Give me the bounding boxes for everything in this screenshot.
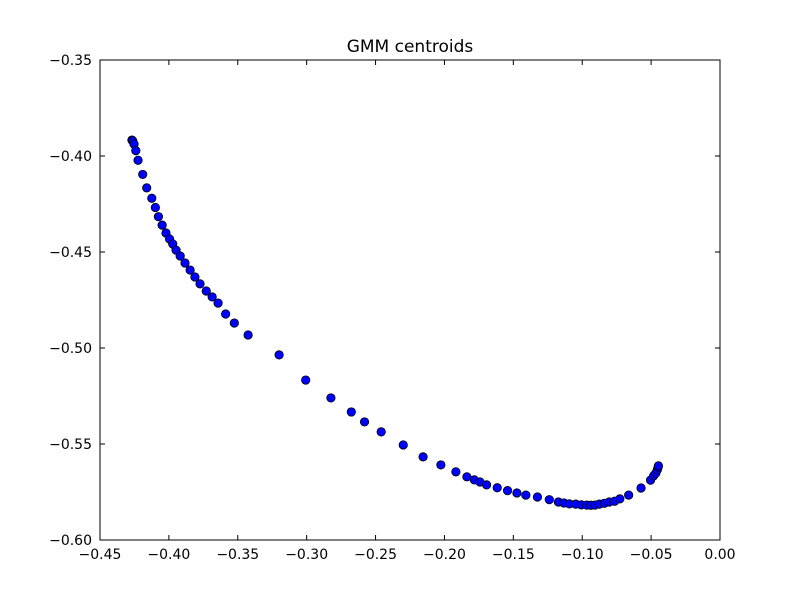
- x-tick-label: −0.25: [354, 547, 397, 563]
- data-point: [532, 492, 543, 502]
- data-point: [359, 417, 370, 427]
- data-point: [147, 193, 157, 203]
- data-point: [326, 393, 336, 403]
- y-tick-label: −0.45: [49, 245, 92, 261]
- x-tick-label: −0.45: [79, 547, 122, 563]
- x-tick-label: −0.15: [492, 547, 535, 563]
- data-point: [185, 265, 195, 275]
- data-point: [213, 298, 223, 308]
- data-point: [418, 452, 428, 462]
- data-point: [201, 286, 211, 296]
- data-point: [221, 309, 231, 319]
- data-point: [301, 375, 311, 385]
- plot-area-frame: [99, 59, 721, 541]
- data-point: [274, 350, 284, 360]
- y-tick-label: −0.35: [49, 53, 92, 69]
- data-point: [138, 169, 148, 180]
- data-point: [653, 461, 664, 471]
- data-point: [207, 292, 217, 302]
- data-point: [636, 483, 646, 493]
- ticks-layer: −0.45 −0.40 −0.35 −0.30 −0.25 −0.20 −0.15 −0.10…: [49, 53, 735, 563]
- data-point: [512, 488, 522, 498]
- data-point: [502, 486, 513, 496]
- x-tick-label: 0.00: [704, 547, 735, 563]
- data-point: [521, 490, 531, 500]
- data-point: [190, 272, 200, 282]
- data-point: [615, 494, 625, 504]
- data-point: [142, 183, 152, 193]
- data-point: [482, 480, 492, 490]
- data-point: [243, 330, 253, 340]
- data-point: [492, 483, 502, 493]
- x-tick-label: −0.20: [423, 547, 466, 563]
- data-point: [436, 460, 446, 470]
- data-point: [153, 212, 164, 222]
- points-layer: [127, 135, 664, 510]
- y-tick-label: −0.50: [49, 341, 92, 357]
- data-point: [624, 490, 634, 500]
- data-point: [131, 146, 141, 156]
- data-point: [195, 279, 205, 289]
- y-tick-label: −0.60: [49, 533, 92, 549]
- data-point: [376, 427, 386, 437]
- x-tick-label: −0.30: [285, 547, 328, 563]
- x-tick-label: −0.35: [216, 547, 259, 563]
- data-point: [180, 258, 190, 268]
- y-tick-label: −0.40: [49, 149, 92, 165]
- x-tick-label: −0.40: [147, 547, 190, 563]
- x-tick-label: −0.10: [561, 547, 604, 563]
- data-point: [175, 251, 185, 261]
- y-tick-label: −0.55: [49, 437, 92, 453]
- x-tick-label: −0.05: [630, 547, 673, 563]
- data-point: [346, 407, 356, 417]
- chart-title: GMM centroids: [347, 37, 474, 57]
- data-point: [544, 495, 554, 505]
- data-point: [150, 202, 160, 213]
- data-point: [451, 467, 461, 477]
- data-point: [229, 318, 239, 328]
- data-point: [157, 220, 167, 230]
- data-point: [398, 440, 408, 450]
- data-point: [133, 155, 143, 165]
